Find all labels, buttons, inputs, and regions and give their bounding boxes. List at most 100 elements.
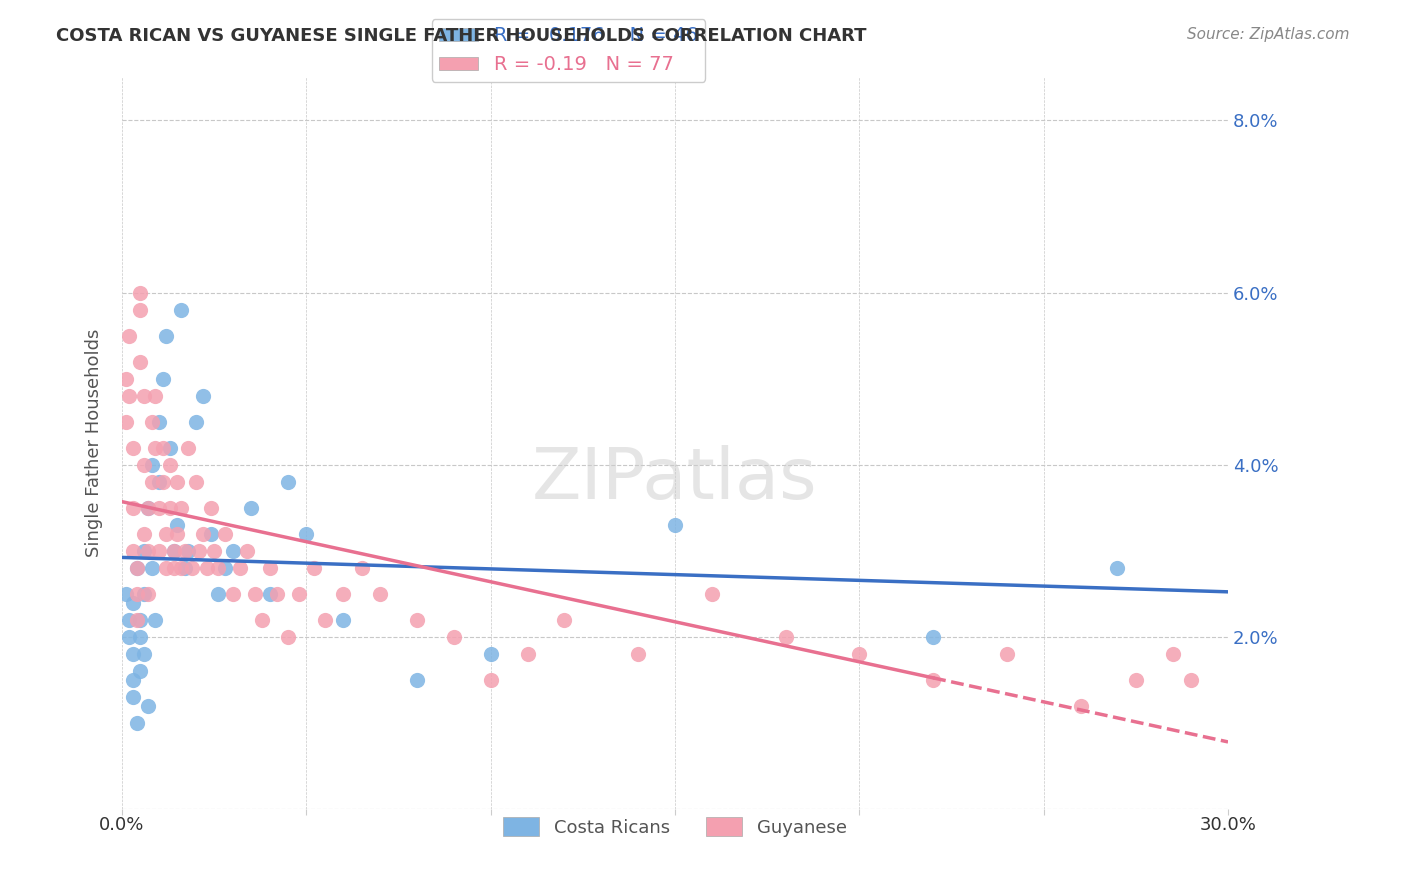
- Point: [191, 389, 214, 403]
- Point: [700, 587, 723, 601]
- Point: [122, 595, 145, 609]
- Point: [332, 587, 354, 601]
- Text: ZIPatlas: ZIPatlas: [533, 445, 818, 515]
- Point: [136, 500, 159, 515]
- Point: [155, 561, 177, 575]
- Point: [122, 673, 145, 687]
- Point: [159, 441, 181, 455]
- Point: [148, 475, 170, 489]
- Point: [184, 475, 207, 489]
- Point: [118, 389, 141, 403]
- Point: [214, 526, 236, 541]
- Text: COSTA RICAN VS GUYANESE SINGLE FATHER HOUSEHOLDS CORRELATION CHART: COSTA RICAN VS GUYANESE SINGLE FATHER HO…: [56, 27, 866, 45]
- Point: [122, 544, 145, 558]
- Point: [775, 630, 797, 644]
- Point: [207, 587, 229, 601]
- Text: Source: ZipAtlas.com: Source: ZipAtlas.com: [1187, 27, 1350, 42]
- Point: [118, 613, 141, 627]
- Point: [136, 698, 159, 713]
- Point: [173, 561, 195, 575]
- Point: [1107, 561, 1129, 575]
- Point: [221, 544, 243, 558]
- Point: [240, 500, 263, 515]
- Point: [1161, 647, 1184, 661]
- Point: [136, 500, 159, 515]
- Point: [166, 526, 188, 541]
- Point: [152, 475, 174, 489]
- Point: [191, 526, 214, 541]
- Point: [136, 587, 159, 601]
- Point: [922, 673, 945, 687]
- Point: [129, 630, 152, 644]
- Point: [155, 328, 177, 343]
- Point: [443, 630, 465, 644]
- Point: [553, 613, 575, 627]
- Point: [129, 613, 152, 627]
- Point: [122, 690, 145, 705]
- Point: [1125, 673, 1147, 687]
- Point: [134, 544, 156, 558]
- Point: [288, 587, 311, 601]
- Point: [627, 647, 650, 661]
- Point: [188, 544, 211, 558]
- Point: [141, 458, 163, 472]
- Point: [302, 561, 325, 575]
- Point: [177, 544, 200, 558]
- Point: [148, 415, 170, 429]
- Point: [170, 500, 193, 515]
- Point: [277, 630, 299, 644]
- Point: [114, 415, 136, 429]
- Point: [200, 526, 222, 541]
- Point: [114, 587, 136, 601]
- Point: [148, 500, 170, 515]
- Point: [236, 544, 259, 558]
- Point: [134, 526, 156, 541]
- Point: [122, 647, 145, 661]
- Point: [170, 302, 193, 317]
- Point: [114, 372, 136, 386]
- Point: [266, 587, 288, 601]
- Point: [173, 544, 195, 558]
- Point: [995, 647, 1018, 661]
- Point: [368, 587, 391, 601]
- Text: 0.0%: 0.0%: [100, 815, 145, 834]
- Point: [202, 544, 225, 558]
- Point: [170, 561, 193, 575]
- Point: [221, 587, 243, 601]
- Point: [129, 354, 152, 368]
- Point: [125, 716, 148, 731]
- Point: [141, 475, 163, 489]
- Point: [143, 441, 166, 455]
- Point: [200, 500, 222, 515]
- Point: [152, 372, 174, 386]
- Point: [516, 647, 538, 661]
- Point: [1070, 698, 1092, 713]
- Point: [155, 526, 177, 541]
- Point: [143, 613, 166, 627]
- Point: [350, 561, 373, 575]
- Point: [129, 302, 152, 317]
- Point: [134, 458, 156, 472]
- Point: [152, 441, 174, 455]
- Point: [141, 561, 163, 575]
- Point: [159, 458, 181, 472]
- Point: [332, 613, 354, 627]
- Point: [122, 441, 145, 455]
- Point: [259, 561, 281, 575]
- Point: [134, 647, 156, 661]
- Point: [148, 544, 170, 558]
- Point: [125, 587, 148, 601]
- Point: [243, 587, 266, 601]
- Point: [214, 561, 236, 575]
- Point: [184, 415, 207, 429]
- Point: [922, 630, 945, 644]
- Point: [479, 647, 502, 661]
- Point: [166, 518, 188, 533]
- Point: [134, 587, 156, 601]
- Point: [181, 561, 204, 575]
- Point: [229, 561, 252, 575]
- Point: [125, 561, 148, 575]
- Text: 30.0%: 30.0%: [1199, 815, 1257, 834]
- Point: [664, 518, 686, 533]
- Point: [314, 613, 336, 627]
